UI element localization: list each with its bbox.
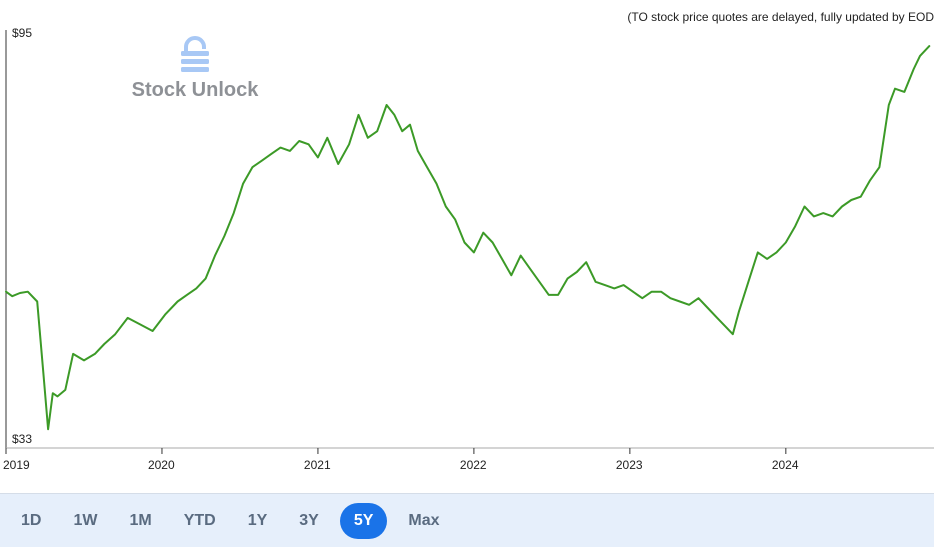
range-button-1y[interactable]: 1Y (237, 503, 279, 539)
x-tick-label: 2022 (460, 458, 487, 472)
range-button-1d[interactable]: 1D (10, 503, 52, 539)
x-tick-label: 2023 (616, 458, 643, 472)
price-chart: $95 $33 2019 2020 2021 2022 2023 2024 Stock U… (0, 26, 934, 496)
chart-svg: $95 $33 2019 2020 2021 2022 2023 2024 (3, 26, 934, 472)
lock-icon (181, 36, 209, 72)
logo-text: Stock Unlock (131, 79, 259, 101)
stock-unlock-logo: Stock Unlock (130, 36, 260, 102)
y-tick-label-bottom: $33 (12, 432, 32, 446)
x-tick-label: 2019 (3, 458, 30, 472)
range-button-1w[interactable]: 1W (62, 503, 108, 539)
y-tick-label-top: $95 (12, 26, 32, 40)
x-axis-ticks: 2019 2020 2021 2022 2023 2024 (3, 448, 799, 472)
range-button-ytd[interactable]: YTD (173, 503, 227, 539)
x-tick-label: 2021 (304, 458, 331, 472)
x-tick-label: 2024 (772, 458, 799, 472)
range-button-3y[interactable]: 3Y (288, 503, 330, 539)
range-button-5y[interactable]: 5Y (339, 502, 388, 539)
range-button-max[interactable]: Max (397, 503, 450, 539)
x-tick-label: 2020 (148, 458, 175, 472)
range-button-1m[interactable]: 1M (118, 503, 162, 539)
price-line-series (5, 45, 931, 431)
delay-notice: (TO stock price quotes are delayed, full… (627, 10, 934, 24)
range-selector: 1D 1W 1M YTD 1Y 3Y 5Y Max (0, 493, 934, 547)
